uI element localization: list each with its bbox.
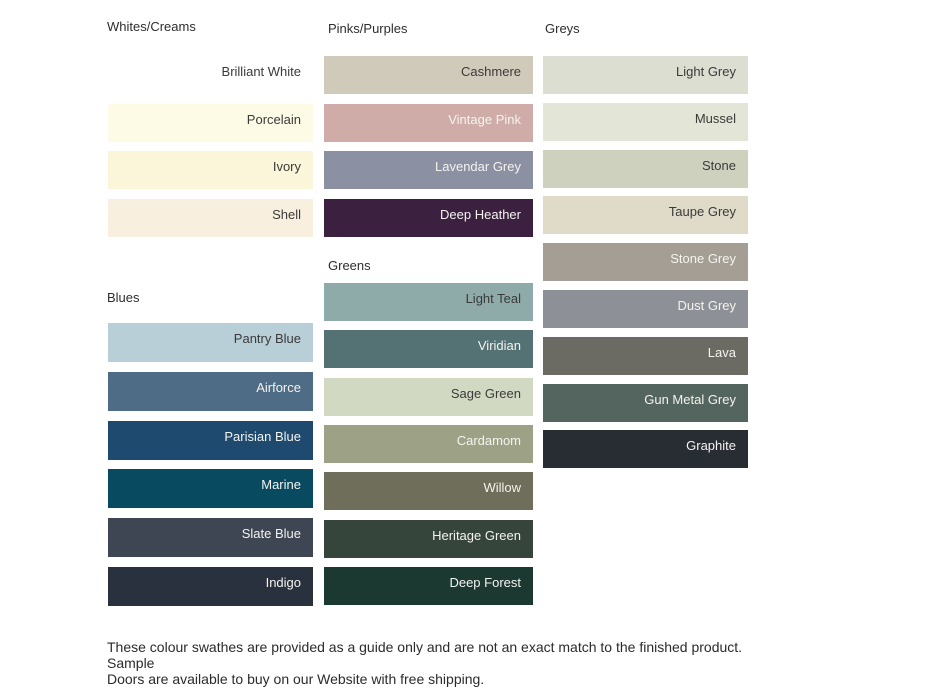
swatch-deep-forest: Deep Forest <box>324 567 533 605</box>
swatch-slate-blue: Slate Blue <box>108 518 313 557</box>
swatch-lavendar-grey: Lavendar Grey <box>324 151 533 189</box>
swatch-label-slate-blue: Slate Blue <box>241 526 301 541</box>
swatch-label-taupe-grey: Taupe Grey <box>668 204 736 219</box>
swatch-indigo: Indigo <box>108 567 313 606</box>
swatch-taupe-grey: Taupe Grey <box>543 196 748 234</box>
swatch-label-indigo: Indigo <box>265 575 301 590</box>
swatch-lava: Lava <box>543 337 748 375</box>
swatch-label-light-grey: Light Grey <box>676 64 736 79</box>
swatch-label-cardamom: Cardamom <box>456 433 521 448</box>
swatch-label-mussel: Mussel <box>694 111 736 126</box>
footer-note-line-2: Doors are available to buy on our Websit… <box>107 671 485 687</box>
swatch-label-sage-green: Sage Green <box>450 386 521 401</box>
section-title-greys: Greys <box>545 21 580 36</box>
swatch-label-stone-grey: Stone Grey <box>670 251 736 266</box>
swatch-gun-metal-grey: Gun Metal Grey <box>543 384 748 422</box>
swatch-graphite: Graphite <box>543 430 748 468</box>
swatch-ivory: Ivory <box>108 151 313 189</box>
swatch-dust-grey: Dust Grey <box>543 290 748 328</box>
section-title-whites: Whites/Creams <box>107 19 196 34</box>
swatch-stone: Stone <box>543 150 748 188</box>
swatch-label-vintage-pink: Vintage Pink <box>448 112 521 127</box>
swatch-mussel: Mussel <box>543 103 748 141</box>
swatch-willow: Willow <box>324 472 533 510</box>
swatch-label-viridian: Viridian <box>477 338 521 353</box>
swatch-label-ivory: Ivory <box>272 159 301 174</box>
swatch-label-lava: Lava <box>707 345 736 360</box>
swatch-airforce: Airforce <box>108 372 313 411</box>
swatch-light-grey: Light Grey <box>543 56 748 94</box>
section-title-pinks: Pinks/Purples <box>328 21 408 36</box>
swatch-label-willow: Willow <box>483 480 521 495</box>
swatch-deep-heather: Deep Heather <box>324 199 533 237</box>
swatch-porcelain: Porcelain <box>108 104 313 142</box>
swatch-label-deep-forest: Deep Forest <box>449 575 521 590</box>
section-title-blues: Blues <box>107 290 140 305</box>
swatch-label-brilliant-white: Brilliant White <box>221 64 301 79</box>
swatch-label-light-teal: Light Teal <box>465 291 521 306</box>
swatch-label-gun-metal-grey: Gun Metal Grey <box>644 392 736 407</box>
swatch-brilliant-white: Brilliant White <box>108 56 313 94</box>
swatch-label-pantry-blue: Pantry Blue <box>233 331 301 346</box>
swatch-marine: Marine <box>108 469 313 508</box>
footer-note: These colour swathes are provided as a g… <box>107 639 787 687</box>
swatch-label-marine: Marine <box>261 477 301 492</box>
swatch-cashmere: Cashmere <box>324 56 533 94</box>
swatch-heritage-green: Heritage Green <box>324 520 533 558</box>
swatch-label-graphite: Graphite <box>686 438 736 453</box>
swatch-shell: Shell <box>108 199 313 237</box>
swatch-label-porcelain: Porcelain <box>246 112 301 127</box>
swatch-label-deep-heather: Deep Heather <box>440 207 521 222</box>
swatch-parisian-blue: Parisian Blue <box>108 421 313 460</box>
section-title-greens: Greens <box>328 258 371 273</box>
swatch-cardamom: Cardamom <box>324 425 533 463</box>
swatch-light-teal: Light Teal <box>324 283 533 321</box>
swatch-vintage-pink: Vintage Pink <box>324 104 533 142</box>
swatch-label-stone: Stone <box>702 158 736 173</box>
swatch-stone-grey: Stone Grey <box>543 243 748 281</box>
swatch-label-lavendar-grey: Lavendar Grey <box>435 159 521 174</box>
swatch-pantry-blue: Pantry Blue <box>108 323 313 362</box>
swatch-label-parisian-blue: Parisian Blue <box>224 429 301 444</box>
swatch-label-airforce: Airforce <box>256 380 301 395</box>
swatch-label-heritage-green: Heritage Green <box>432 528 521 543</box>
swatch-viridian: Viridian <box>324 330 533 368</box>
footer-note-line-1: These colour swathes are provided as a g… <box>107 639 743 671</box>
swatch-label-dust-grey: Dust Grey <box>677 298 736 313</box>
swatch-label-cashmere: Cashmere <box>461 64 521 79</box>
swatch-sage-green: Sage Green <box>324 378 533 416</box>
swatch-label-shell: Shell <box>272 207 301 222</box>
